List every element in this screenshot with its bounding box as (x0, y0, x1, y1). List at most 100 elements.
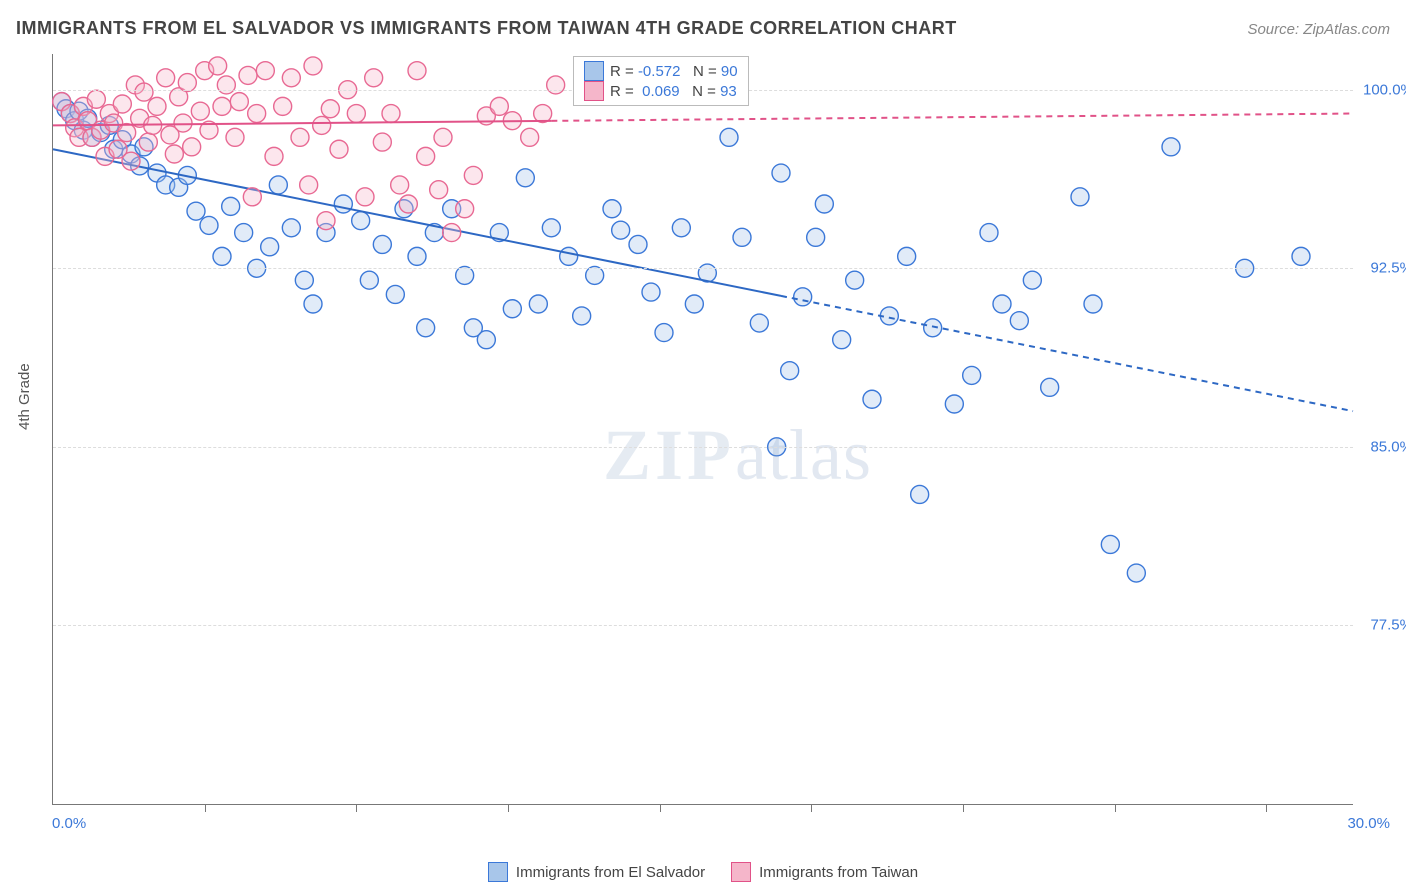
scatter-point (261, 238, 279, 256)
scatter-point (1101, 535, 1119, 553)
scatter-point (373, 133, 391, 151)
scatter-point (187, 202, 205, 220)
scatter-point (750, 314, 768, 332)
correlation-legend: R = -0.572 N = 90 R = 0.069 N = 93 (573, 56, 749, 106)
scatter-point (213, 97, 231, 115)
scatter-point (573, 307, 591, 325)
scatter-point (945, 395, 963, 413)
scatter-point (157, 69, 175, 87)
scatter-point (304, 57, 322, 75)
scatter-point (87, 90, 105, 108)
scatter-point (1127, 564, 1145, 582)
scatter-point (135, 83, 153, 101)
scatter-point (720, 128, 738, 146)
scatter-point (629, 235, 647, 253)
scatter-point (815, 195, 833, 213)
chart-svg (53, 54, 1353, 804)
scatter-point (430, 181, 448, 199)
legend-text: R = 0.069 N = 93 (610, 83, 737, 100)
plot-area: ZIPatlas 77.5%85.0%92.5%100.0%R = -0.572… (52, 54, 1353, 805)
scatter-point (963, 366, 981, 384)
x-tick (1266, 804, 1267, 812)
gridline (53, 625, 1353, 626)
scatter-point (230, 93, 248, 111)
scatter-point (399, 195, 417, 213)
scatter-point (490, 97, 508, 115)
scatter-point (386, 285, 404, 303)
scatter-point (165, 145, 183, 163)
x-tick (811, 804, 812, 812)
gridline (53, 268, 1353, 269)
scatter-point (222, 197, 240, 215)
scatter-point (282, 69, 300, 87)
scatter-point (529, 295, 547, 313)
scatter-point (352, 212, 370, 230)
scatter-point (980, 224, 998, 242)
scatter-point (1010, 312, 1028, 330)
y-tick-label: 100.0% (1363, 81, 1406, 98)
scatter-point (417, 147, 435, 165)
x-tick (205, 804, 206, 812)
legend-swatch (584, 61, 604, 81)
scatter-point (993, 295, 1011, 313)
legend-label: Immigrants from El Salvador (516, 864, 705, 881)
scatter-point (503, 300, 521, 318)
scatter-point (321, 100, 339, 118)
scatter-point (213, 247, 231, 265)
scatter-point (191, 102, 209, 120)
legend-swatch (584, 81, 604, 101)
scatter-point (898, 247, 916, 265)
scatter-point (291, 128, 309, 146)
scatter-point (863, 390, 881, 408)
scatter-point (477, 331, 495, 349)
legend-swatch (488, 862, 508, 882)
trend-line-dashed (551, 114, 1353, 121)
source-label: Source: ZipAtlas.com (1247, 21, 1390, 38)
scatter-point (356, 188, 374, 206)
scatter-point (807, 228, 825, 246)
scatter-point (560, 247, 578, 265)
scatter-point (534, 105, 552, 123)
x-tick (508, 804, 509, 812)
scatter-point (334, 195, 352, 213)
scatter-point (304, 295, 322, 313)
scatter-point (382, 105, 400, 123)
scatter-point (122, 152, 140, 170)
y-tick-label: 92.5% (1363, 260, 1406, 277)
scatter-point (274, 97, 292, 115)
scatter-point (217, 76, 235, 94)
scatter-point (685, 295, 703, 313)
legend-text: R = -0.572 N = 90 (610, 63, 738, 80)
gridline (53, 447, 1353, 448)
scatter-point (118, 124, 136, 142)
scatter-point (655, 324, 673, 342)
scatter-point (317, 212, 335, 230)
scatter-point (373, 235, 391, 253)
scatter-point (1084, 295, 1102, 313)
scatter-point (347, 105, 365, 123)
scatter-point (295, 271, 313, 289)
scatter-point (113, 95, 131, 113)
scatter-point (1292, 247, 1310, 265)
x-tick-label: 30.0% (1347, 815, 1390, 832)
scatter-point (408, 62, 426, 80)
scatter-point (248, 105, 266, 123)
chart-title: IMMIGRANTS FROM EL SALVADOR VS IMMIGRANT… (16, 18, 957, 39)
legend-entry: Immigrants from Taiwan (731, 862, 918, 882)
scatter-point (239, 66, 257, 84)
scatter-point (300, 176, 318, 194)
y-tick-label: 77.5% (1363, 617, 1406, 634)
scatter-point (148, 97, 166, 115)
scatter-point (269, 176, 287, 194)
scatter-point (464, 166, 482, 184)
scatter-point (417, 319, 435, 337)
scatter-point (521, 128, 539, 146)
scatter-point (924, 319, 942, 337)
legend-entry: Immigrants from El Salvador (488, 862, 705, 882)
legend-row: R = 0.069 N = 93 (584, 81, 738, 101)
x-tick-label: 0.0% (52, 815, 86, 832)
x-tick (660, 804, 661, 812)
trend-line (53, 149, 781, 296)
scatter-point (794, 288, 812, 306)
scatter-point (547, 76, 565, 94)
